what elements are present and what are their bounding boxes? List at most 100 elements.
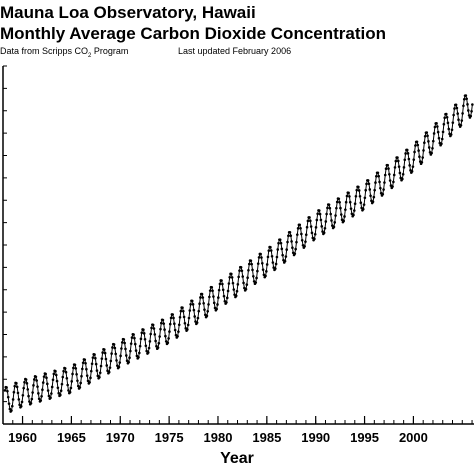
data-point bbox=[246, 276, 249, 280]
data-point bbox=[392, 180, 395, 184]
data-point bbox=[16, 391, 20, 395]
data-point bbox=[437, 136, 441, 140]
data-point bbox=[374, 175, 378, 178]
data-point bbox=[237, 275, 240, 279]
data-point bbox=[427, 140, 430, 143]
data-point bbox=[369, 194, 372, 198]
data-point bbox=[408, 164, 411, 167]
data-point bbox=[164, 334, 167, 338]
data-point bbox=[54, 369, 57, 373]
data-point bbox=[122, 338, 126, 341]
data-point bbox=[18, 403, 21, 407]
data-point bbox=[114, 352, 117, 356]
data-point bbox=[173, 328, 177, 332]
data-point bbox=[440, 137, 444, 141]
data-point bbox=[260, 256, 263, 259]
data-point bbox=[191, 303, 195, 306]
data-point bbox=[285, 248, 289, 251]
data-point bbox=[57, 391, 60, 395]
data-point bbox=[117, 365, 121, 369]
data-point bbox=[234, 294, 238, 298]
data-point bbox=[110, 352, 113, 355]
data-point bbox=[7, 402, 11, 405]
data-point bbox=[326, 206, 329, 210]
data-point bbox=[162, 322, 166, 325]
data-point bbox=[337, 197, 341, 201]
data-point bbox=[250, 262, 253, 266]
data-point bbox=[98, 371, 102, 375]
data-point bbox=[387, 167, 390, 170]
data-point bbox=[305, 225, 309, 229]
data-point bbox=[296, 227, 300, 230]
last-updated-note: Last updated February 2006 bbox=[178, 46, 292, 56]
data-point bbox=[426, 134, 429, 138]
data-point bbox=[367, 182, 371, 186]
data-point bbox=[54, 373, 58, 377]
data-point bbox=[403, 158, 407, 162]
data-point bbox=[108, 366, 112, 369]
data-point bbox=[303, 245, 306, 248]
data-point bbox=[466, 103, 469, 106]
data-point bbox=[35, 379, 39, 382]
data-point bbox=[132, 333, 135, 336]
data-point bbox=[10, 409, 13, 412]
data-point bbox=[182, 315, 186, 319]
data-point bbox=[402, 166, 406, 169]
data-point bbox=[339, 213, 343, 216]
data-point bbox=[294, 247, 297, 251]
data-point bbox=[8, 407, 12, 411]
data-point bbox=[11, 398, 15, 401]
data-point bbox=[188, 309, 192, 312]
data-point bbox=[208, 295, 211, 299]
data-point bbox=[368, 188, 372, 191]
data-point bbox=[344, 208, 347, 211]
data-point bbox=[227, 282, 231, 285]
data-point bbox=[65, 377, 69, 380]
source-subscript: 2 bbox=[88, 52, 92, 59]
data-point bbox=[256, 269, 259, 273]
data-point bbox=[244, 287, 248, 291]
data-point bbox=[276, 248, 280, 251]
data-point bbox=[259, 252, 262, 256]
data-point bbox=[398, 171, 402, 175]
data-point bbox=[445, 115, 449, 119]
data-point bbox=[364, 188, 368, 192]
data-point bbox=[150, 326, 153, 330]
data-point bbox=[143, 337, 147, 341]
data-source-note: Data from Scripps CO2 Program bbox=[0, 46, 128, 59]
data-point bbox=[197, 309, 201, 313]
data-point bbox=[146, 351, 150, 354]
x-tick-label: 1970 bbox=[106, 430, 135, 445]
data-point bbox=[190, 299, 194, 303]
data-point bbox=[62, 369, 65, 373]
data-point bbox=[70, 380, 74, 383]
data-point bbox=[457, 118, 460, 122]
data-point bbox=[384, 167, 388, 170]
data-point bbox=[278, 238, 282, 242]
data-point bbox=[25, 382, 29, 385]
data-point bbox=[156, 346, 160, 349]
data-point bbox=[467, 109, 470, 112]
data-point bbox=[271, 261, 275, 264]
data-point bbox=[6, 389, 9, 393]
data-point bbox=[183, 321, 187, 325]
data-point bbox=[32, 378, 36, 381]
data-point bbox=[328, 206, 332, 210]
data-point bbox=[67, 389, 70, 392]
data-point bbox=[28, 400, 31, 403]
data-point bbox=[471, 103, 474, 106]
data-point bbox=[104, 357, 108, 361]
data-point bbox=[267, 249, 271, 252]
data-point bbox=[64, 370, 68, 374]
data-point bbox=[383, 181, 386, 184]
data-point bbox=[436, 130, 440, 134]
data-point bbox=[76, 379, 79, 383]
data-point bbox=[130, 336, 134, 339]
data-point bbox=[139, 337, 143, 341]
data-point bbox=[134, 349, 138, 352]
data-point bbox=[325, 212, 328, 216]
data-point bbox=[348, 195, 351, 198]
data-point bbox=[281, 253, 284, 257]
data-point bbox=[459, 124, 463, 127]
data-point bbox=[88, 381, 91, 384]
